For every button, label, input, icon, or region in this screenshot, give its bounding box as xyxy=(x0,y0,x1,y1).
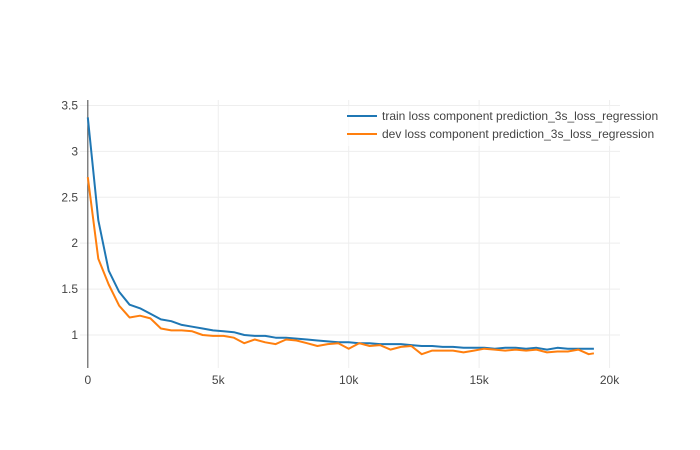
y-tick-label: 2.5 xyxy=(61,190,78,204)
legend-item-1[interactable]: train loss component prediction_3s_loss_… xyxy=(347,109,658,123)
y-tick-label: 1 xyxy=(71,328,78,342)
x-tick-label: 5k xyxy=(212,373,226,387)
x-tick-label: 10k xyxy=(339,373,359,387)
y-tick-label: 3.5 xyxy=(61,99,78,113)
series-line-2 xyxy=(86,176,595,356)
series-line-1 xyxy=(86,117,594,351)
axis-layer: 0 5k 10k 15k 20k 1 1.5 2 2.5 3 3.5 xyxy=(61,99,620,387)
x-tick-label: 15k xyxy=(469,373,489,387)
legend[interactable]: train loss component prediction_3s_loss_… xyxy=(342,106,698,146)
y-tick-label: 2 xyxy=(71,236,78,250)
y-tick-label: 1.5 xyxy=(61,282,78,296)
x-tick-label: 20k xyxy=(600,373,620,387)
y-tick-label: 3 xyxy=(71,144,78,158)
legend-label: train loss component prediction_3s_loss_… xyxy=(382,109,658,123)
x-tick-label: 0 xyxy=(84,373,91,387)
legend-background xyxy=(342,106,698,146)
legend-label: dev loss component prediction_3s_loss_re… xyxy=(382,127,654,141)
series-layer xyxy=(86,117,595,356)
legend-item-2[interactable]: dev loss component prediction_3s_loss_re… xyxy=(347,127,654,141)
